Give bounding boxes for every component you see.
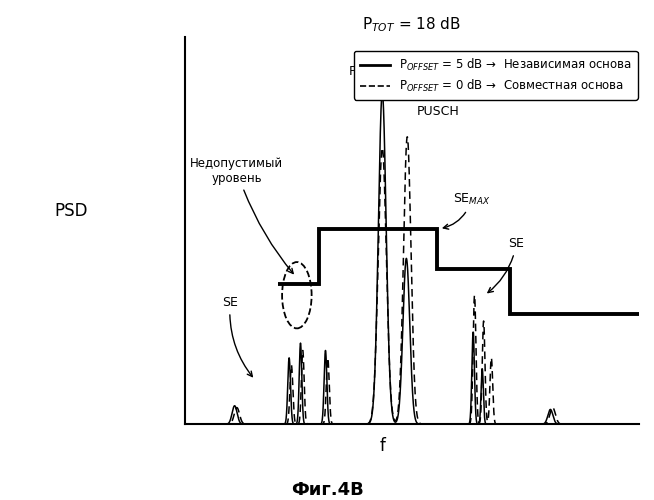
Text: f: f	[379, 437, 385, 455]
Text: SE$_{MAX}$: SE$_{MAX}$	[443, 192, 490, 229]
Text: PSD: PSD	[54, 202, 88, 220]
Text: Недопустимый
уровень: Недопустимый уровень	[190, 156, 293, 274]
Text: Фиг.4В: Фиг.4В	[290, 481, 364, 499]
Text: PUSCH: PUSCH	[417, 106, 459, 118]
Title: P$_{TOT}$ = 18 dB: P$_{TOT}$ = 18 dB	[362, 15, 461, 34]
Text: SE: SE	[488, 238, 525, 292]
Text: SE: SE	[222, 296, 252, 376]
Legend: P$_{OFFSET}$ = 5 dB →  Независимая основа, P$_{OFFSET}$ = 0 dB →  Совместная осн: P$_{OFFSET}$ = 5 dB → Независимая основа…	[354, 51, 638, 100]
Text: PUCCH: PUCCH	[349, 65, 392, 78]
